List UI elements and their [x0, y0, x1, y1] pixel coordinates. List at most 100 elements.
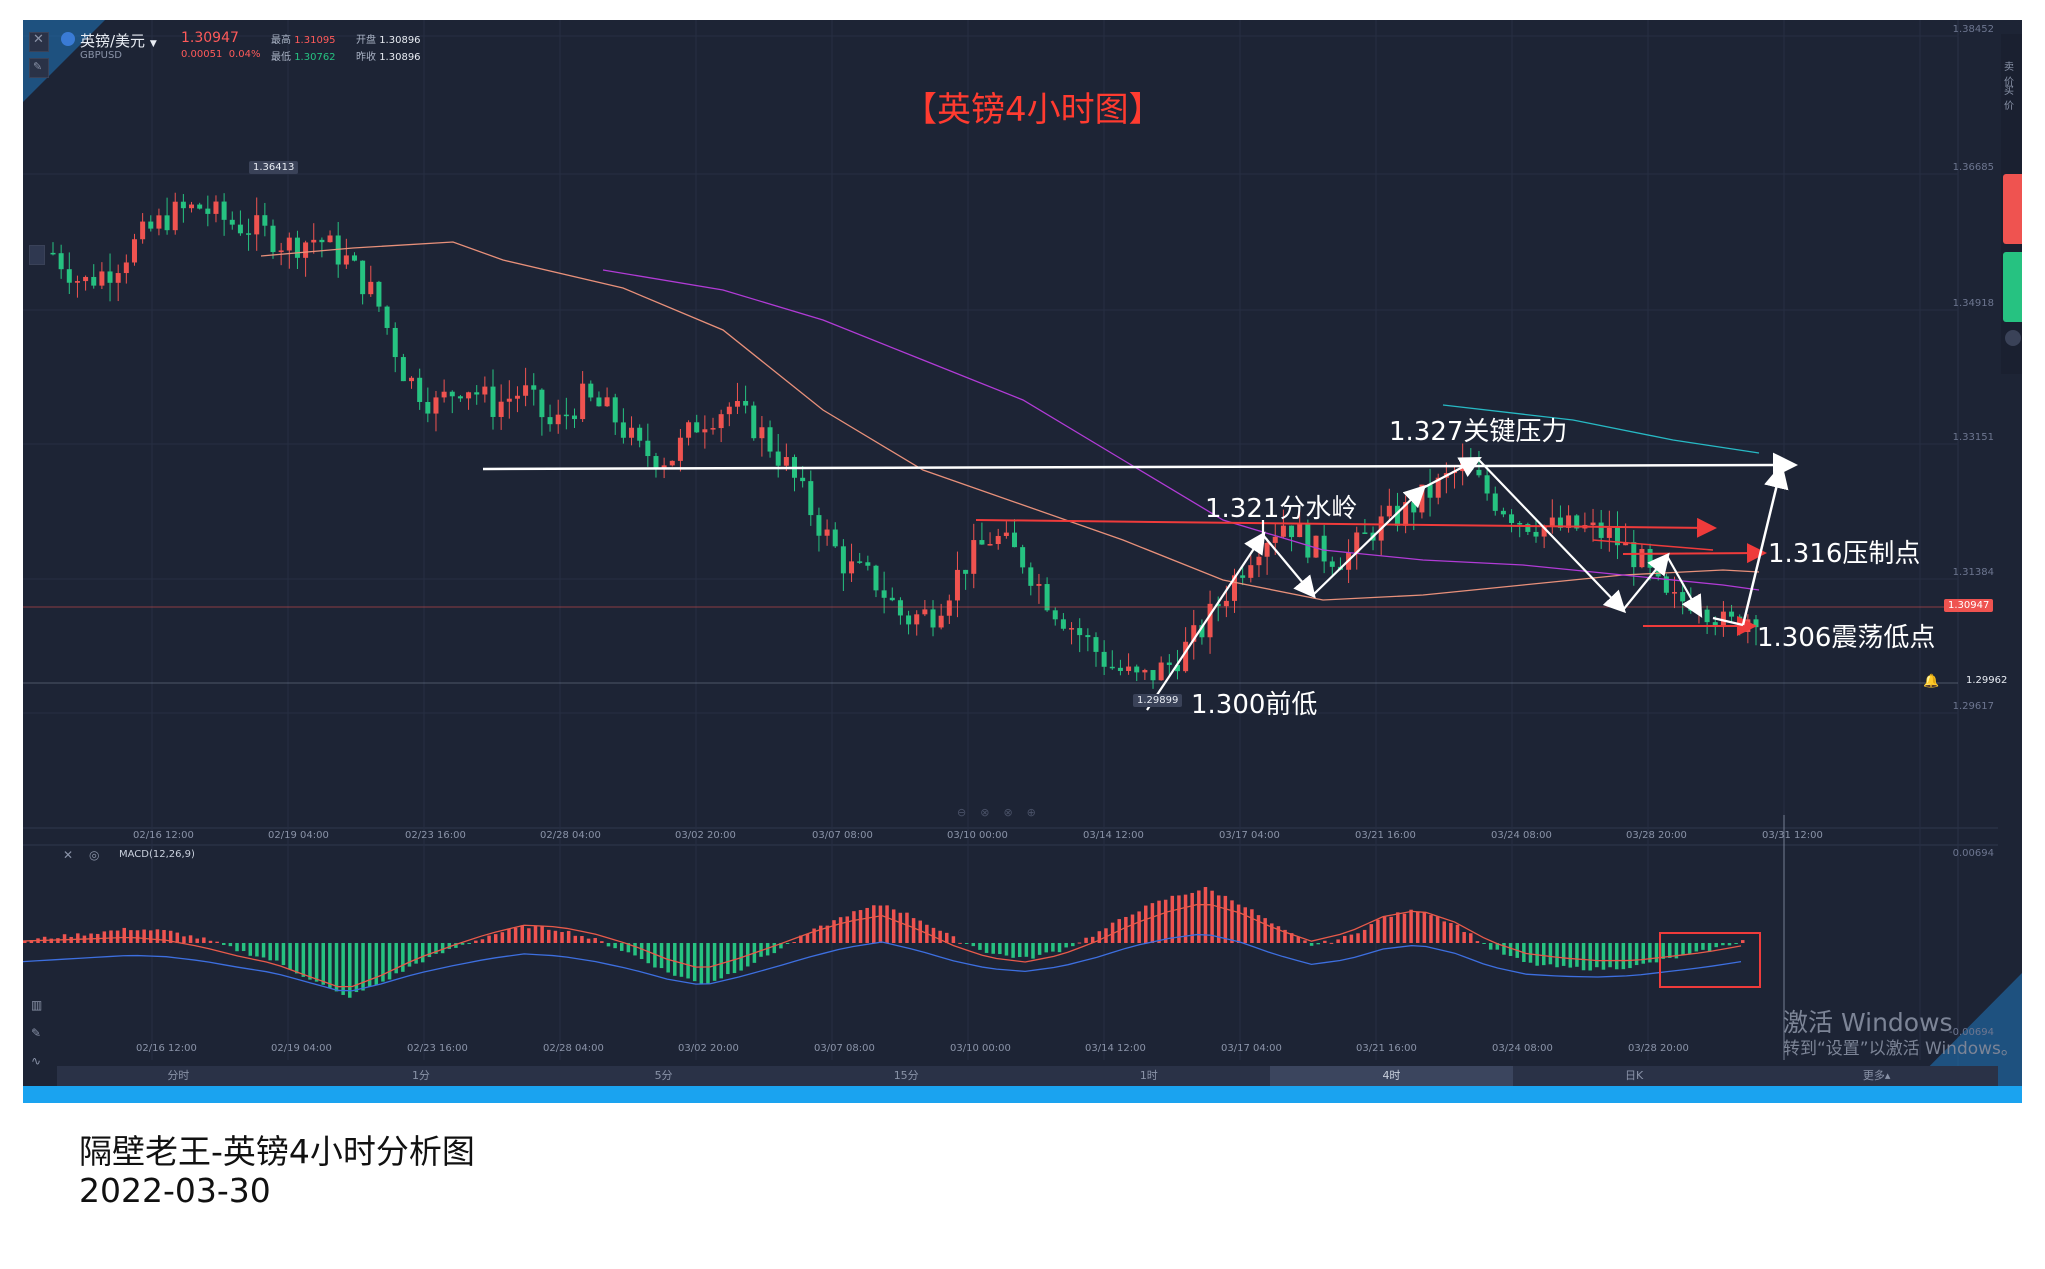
macd-bar [659, 943, 664, 969]
macd-bar [626, 943, 631, 953]
macd-close-icon[interactable]: ✕ [63, 848, 74, 862]
zoom-in-icon[interactable]: ⊕ [1026, 806, 1050, 819]
macd-bar [1409, 909, 1413, 943]
candle-body [604, 397, 610, 407]
candle-body [262, 215, 268, 226]
side-panel-item[interactable]: 买价 [2004, 86, 2014, 112]
tab-timeframe[interactable]: 1分 [411, 1069, 430, 1082]
windows-activation-title: 激活 Windows [1783, 1008, 1953, 1037]
left-panel-toggle[interactable] [29, 245, 45, 265]
macd-bar [155, 929, 160, 943]
candle-body [800, 477, 806, 482]
candle-body [857, 561, 863, 563]
macd-bar [1382, 916, 1387, 943]
bell-icon[interactable]: 🔔 [1923, 674, 1940, 689]
candle-body [1280, 525, 1286, 537]
candle-body [1199, 625, 1205, 638]
candle-body [1093, 637, 1099, 652]
macd-bar [765, 943, 770, 956]
tab-timeframe[interactable]: 15分 [893, 1069, 919, 1082]
macd-bar [666, 943, 670, 973]
macd-bar [1183, 894, 1188, 943]
macd-bar [699, 943, 704, 985]
candle-body [1174, 664, 1180, 672]
annotation-previous-low: 1.300前低 [1191, 690, 1318, 720]
candle-body [1574, 515, 1580, 529]
candle-body [1036, 584, 1042, 586]
pen-tool-icon[interactable]: ✎ [29, 58, 49, 78]
tab-timeframe[interactable]: 分时 [167, 1069, 190, 1082]
trend-arrow [1477, 458, 1627, 614]
macd-bar [832, 920, 836, 943]
candle-body [449, 391, 455, 397]
candle-body [1297, 523, 1303, 538]
candle-body [751, 405, 757, 439]
candle-body [506, 398, 512, 402]
macd-bar [905, 912, 909, 943]
macd-bar [460, 943, 465, 945]
close-drawing-icon[interactable]: ✕ [29, 32, 49, 52]
candle-body [164, 215, 170, 231]
macd-bar [135, 930, 140, 943]
candle-body [865, 562, 871, 566]
macd-x-axis-label: 03/17 04:00 [1221, 1043, 1282, 1054]
tab-timeframe[interactable]: 日K [1624, 1069, 1644, 1082]
candle-body [498, 401, 504, 417]
macd-bar [619, 943, 624, 951]
tab-timeframe-active[interactable]: 4时 [1270, 1066, 1513, 1086]
candle-body [873, 565, 879, 591]
macd-x-axis-label: 03/21 16:00 [1356, 1043, 1417, 1054]
scroll-right-icon[interactable]: ⊗ [1003, 806, 1027, 819]
macd-bar [321, 943, 325, 985]
macd-bar [1542, 943, 1546, 966]
macd-bar [195, 938, 199, 943]
macd-bar [248, 943, 253, 956]
tab-timeframe[interactable]: 5分 [654, 1069, 673, 1082]
candle-body [832, 529, 838, 547]
candle-body [1672, 592, 1678, 594]
macd-bar [1668, 943, 1672, 958]
macd-bar [958, 942, 962, 944]
macd-bar [1561, 943, 1566, 966]
macd-bar [1362, 929, 1367, 943]
macd-bar [76, 933, 80, 943]
low-marker-tag: 1.29899 [1133, 694, 1183, 707]
macd-bar [129, 930, 133, 943]
windows-activation-hint: 转到“设置”以激活 Windows。 [1783, 1039, 2018, 1059]
macd-bar [1687, 943, 1692, 954]
candle-body [547, 417, 553, 425]
zoom-out-icon[interactable]: ⊖ [957, 806, 981, 819]
candle-body [718, 414, 724, 429]
wave-icon[interactable]: ∿ [31, 1054, 42, 1068]
sell-button[interactable] [2003, 174, 2022, 244]
candle-body [686, 422, 692, 438]
side-panel-item[interactable]: 卖价 [2004, 62, 2014, 88]
draw-icon[interactable]: ✎ [31, 1026, 42, 1040]
macd-bar [1309, 943, 1314, 946]
candle-body [677, 437, 683, 461]
macd-bar [1024, 943, 1029, 957]
symbol-selector[interactable]: 英镑/美元 ▼ [80, 32, 157, 50]
macd-bar [1263, 918, 1267, 943]
side-toggle-icon[interactable] [2005, 330, 2021, 346]
scroll-left-icon[interactable]: ⊗ [980, 806, 1004, 819]
tab-timeframe[interactable]: 1时 [1139, 1069, 1158, 1082]
macd-bar [527, 928, 531, 943]
candle-body [783, 457, 789, 466]
macd-bar [818, 925, 823, 943]
macd-bar [1429, 915, 1433, 943]
macd-bar [1236, 904, 1241, 943]
macd-label: MACD(12,26,9) [119, 849, 195, 860]
macd-settings-icon[interactable]: ◎ [89, 848, 100, 862]
candle-body [1060, 619, 1066, 629]
indicator-icon[interactable]: ▥ [31, 998, 43, 1012]
tab-more[interactable]: 更多▴ [1862, 1069, 1891, 1082]
macd-bar [228, 943, 233, 947]
buy-button[interactable] [2003, 252, 2022, 322]
candle-body [669, 460, 675, 466]
macd-bar [1289, 933, 1294, 943]
macd-bar [23, 940, 27, 943]
macd-bar [1621, 943, 1626, 970]
candle-body [311, 239, 317, 243]
trend-arrow [1146, 531, 1266, 711]
